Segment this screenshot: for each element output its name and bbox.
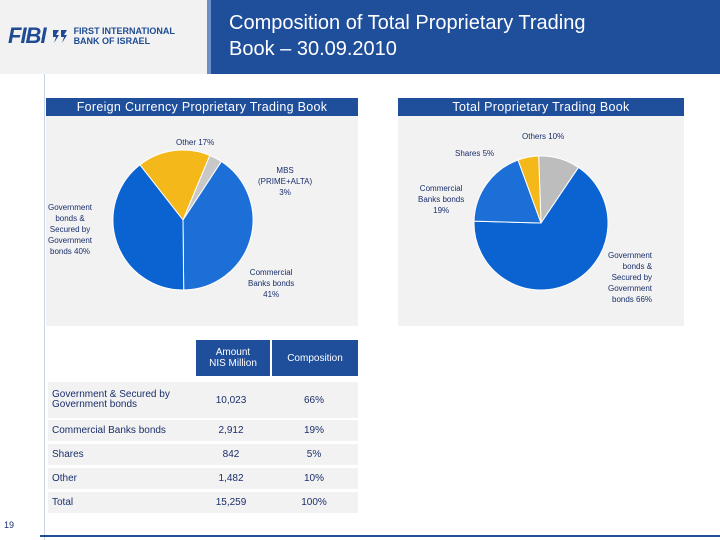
table-header-amount-line-1: Amount — [215, 347, 251, 358]
title-box: Composition of Total Proprietary Trading… — [207, 0, 720, 74]
total-label-others-text: Others 10% — [522, 132, 565, 141]
page-title: Composition of Total Proprietary Trading… — [229, 10, 585, 62]
total-label-commercial-line-1: Commercial — [419, 184, 463, 193]
total-label-government-line-5: bonds 66% — [612, 295, 653, 304]
fx-label-government: Government bonds & Secured by Government… — [48, 202, 92, 257]
pie-slice-commercial-banks — [182, 160, 254, 291]
table-cell-amount: 1,482 — [218, 473, 244, 484]
pie-slice-other — [139, 149, 211, 221]
total-label-commercial-line-3: 19% — [433, 206, 450, 215]
table-cell-amount: 10,023 — [215, 394, 247, 406]
header: FIBI FIRST INTERNATIONAL BANK OF ISRAEL … — [0, 0, 720, 74]
total-label-government-line-3: Secured by — [611, 273, 653, 282]
table-cell-amount: 2,912 — [218, 425, 244, 436]
total-label-shares: Shares 5% — [455, 148, 494, 159]
fx-label-other-text: Other 17% — [176, 138, 215, 147]
fx-label-government-line-1: Government — [48, 203, 93, 212]
table-cell-label: Shares — [52, 448, 84, 460]
page-title-line-2: Book – 30.09.2010 — [229, 38, 397, 60]
total-label-government: Government bonds & Secured by Government… — [608, 250, 652, 305]
fx-label-government-line-3: Secured by — [49, 225, 91, 234]
page-number: 19 — [4, 520, 15, 530]
table-row-other: Other 1,482 10% — [48, 468, 358, 489]
fx-label-commercial-line-3: 41% — [263, 290, 280, 299]
total-label-government-line-1: Government — [608, 251, 653, 260]
fx-label-mbs-line-1: MBS — [276, 166, 294, 175]
fx-label-government-line-5: bonds 40% — [50, 247, 91, 256]
table-cell-composition: 100% — [301, 497, 327, 508]
total-book-title: Total Proprietary Trading Book — [398, 98, 684, 116]
footer-rule — [40, 535, 720, 537]
fx-label-mbs: MBS (PRIME+ALTA) 3% — [258, 165, 312, 198]
pie-slice-government — [112, 164, 185, 291]
pie-slice-commercial-banks — [473, 159, 542, 224]
table-header-amount-line-2: NIS Million — [209, 358, 257, 369]
table-cell-amount: 15,259 — [215, 497, 247, 508]
table-cell-label: Commercial Banks bonds — [52, 424, 166, 436]
logo-line-2: BANK OF ISRAEL — [73, 36, 151, 46]
total-label-commercial-line-2: Banks bonds — [418, 195, 465, 204]
total-label-shares-text: Shares 5% — [455, 149, 495, 158]
fx-book-title: Foreign Currency Proprietary Trading Boo… — [46, 98, 358, 116]
table-cell-label: Other — [52, 472, 78, 484]
pie-slice-government — [473, 166, 609, 291]
fx-label-mbs-line-3: 3% — [279, 188, 291, 197]
logo: FIBI FIRST INTERNATIONAL BANK OF ISRAEL — [8, 10, 204, 62]
table-cell-amount: 842 — [222, 449, 240, 460]
pie-slice-shares — [517, 155, 542, 224]
left-sidebar-line — [0, 74, 45, 540]
table-row-total: Total 15,259 100% — [48, 492, 358, 513]
total-label-government-line-4: Government — [608, 284, 653, 293]
table-row-shares: Shares 842 5% — [48, 444, 358, 465]
table-cell-composition: 66% — [303, 394, 324, 406]
fx-label-commercial: Commercial Banks bonds 41% — [248, 267, 294, 300]
fx-label-government-line-2: bonds & — [55, 214, 85, 223]
total-label-government-line-2: bonds & — [622, 262, 653, 271]
table-header-amount: Amount NIS Million — [196, 340, 270, 376]
logo-line-1: FIRST INTERNATIONAL — [73, 26, 175, 36]
table-row-commercial: Commercial Banks bonds 2,912 19% — [48, 420, 358, 441]
total-label-others: Others 10% — [522, 131, 564, 142]
page-title-line-1: Composition of Total Proprietary Trading — [229, 12, 586, 34]
table-cell-composition: 10% — [303, 473, 324, 484]
fx-label-government-line-4: Government — [48, 236, 93, 245]
table-row-government: Government & Secured by Government bonds… — [48, 382, 358, 418]
table-header-composition: Composition — [272, 340, 358, 376]
fx-label-commercial-line-2: Banks bonds — [248, 279, 295, 288]
logo-mark-icon — [52, 30, 67, 43]
table-cell-composition: 19% — [303, 425, 324, 436]
table-header-composition-text: Composition — [287, 352, 343, 364]
fx-label-other: Other 17% — [176, 137, 214, 148]
table-cell-label: Total — [52, 496, 74, 508]
fx-label-mbs-line-2: (PRIME+ALTA) — [258, 177, 313, 186]
table-cell-composition: 5% — [306, 449, 322, 460]
logo-brand: FIBI — [8, 23, 47, 48]
total-label-commercial: Commercial Banks bonds 19% — [418, 183, 464, 216]
fx-label-commercial-line-1: Commercial — [249, 268, 293, 277]
table-cell-label: Government & Secured by Government bonds — [52, 389, 170, 410]
logo-text: FIRST INTERNATIONAL BANK OF ISRAEL — [74, 26, 175, 46]
